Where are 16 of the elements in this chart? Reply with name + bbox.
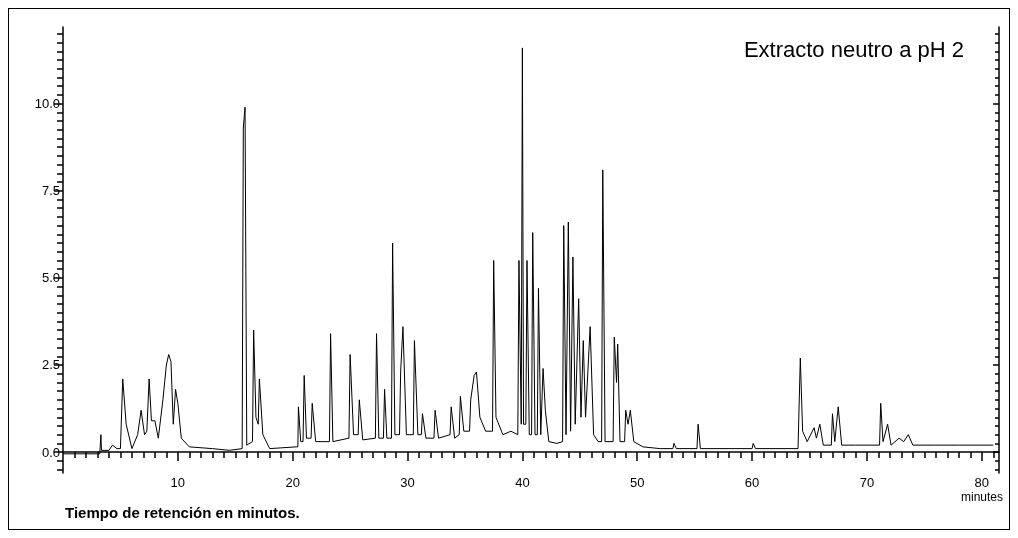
y-tick-label: 7.5 [41,183,60,199]
y-tick-label: 2.5 [41,357,60,373]
x-tick-label: 80 [974,475,990,490]
text: Tiempo de retención en minutos. [65,504,300,521]
x-tick-label: 60 [744,475,760,490]
x-axis-title: minutes [960,490,1004,504]
chart-title: Extracto neutro a pH 2 [743,36,965,62]
y-tick-label: 0.0 [41,444,60,460]
y-tick-label: 10.0 [34,96,60,112]
y-tick-label: 5.0 [41,270,60,286]
x-tick-label: 50 [630,475,645,490]
x-tick-label: 70 [859,475,875,490]
x-tick-label: 30 [400,475,415,490]
x-tick-label: 10 [170,475,186,490]
x-tick-label: 20 [285,475,300,490]
x-tick-label: 40 [515,475,530,490]
